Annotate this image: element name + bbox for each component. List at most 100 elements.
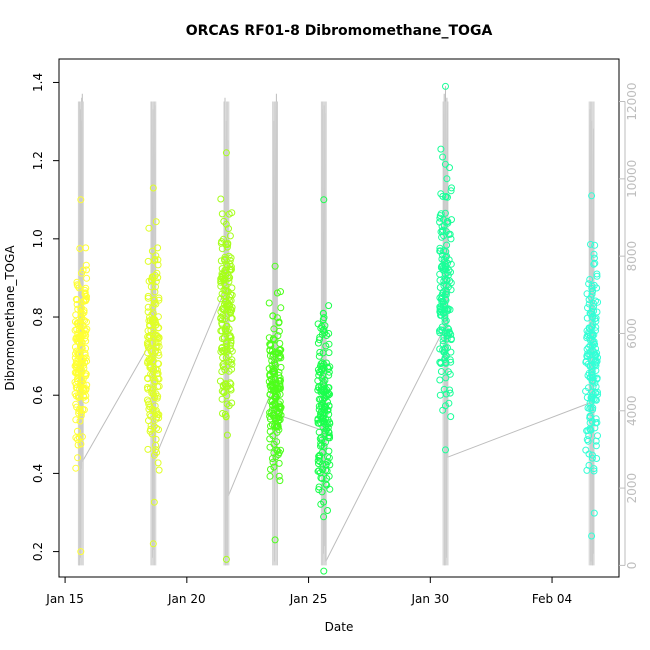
data-point-RF04 bbox=[268, 455, 276, 462]
data-point-RF01 bbox=[80, 309, 88, 317]
data-point-RF07 bbox=[587, 240, 594, 248]
data-point-RF07 bbox=[584, 360, 592, 368]
data-point-RF05 bbox=[318, 365, 326, 373]
data-point-RF03 bbox=[217, 195, 225, 203]
data-point-RF07 bbox=[584, 304, 591, 312]
data-point-RF07 bbox=[591, 396, 599, 404]
data-point-RF07 bbox=[590, 250, 598, 258]
left-tick-label: 1.2 bbox=[31, 151, 45, 170]
data-point-RF07 bbox=[590, 260, 598, 268]
data-point-RF07 bbox=[591, 241, 599, 249]
data-point-RF02 bbox=[151, 288, 159, 296]
data-point-RF01 bbox=[83, 266, 90, 274]
data-point-RF07 bbox=[590, 341, 598, 348]
data-point-RF06 bbox=[446, 389, 454, 397]
data-point-RF07 bbox=[593, 308, 601, 316]
data-point-RF01 bbox=[72, 400, 80, 408]
data-point-RF07 bbox=[590, 467, 598, 475]
data-point-RF03 bbox=[221, 282, 229, 290]
data-point-RF03 bbox=[221, 380, 229, 388]
data-point-RF04 bbox=[265, 334, 273, 342]
data-point-RF05 bbox=[319, 380, 327, 388]
data-point-RF04 bbox=[266, 382, 274, 390]
x-axis: Jan 15 Jan 20 Jan 25 Jan 30 Feb 04 bbox=[45, 576, 572, 606]
data-point-RF03 bbox=[222, 220, 230, 228]
data-point-RF04 bbox=[271, 370, 278, 378]
data-point-RF04 bbox=[266, 443, 274, 451]
data-point-RF01 bbox=[77, 440, 85, 448]
data-point-RF05 bbox=[321, 430, 329, 438]
data-point-RF02 bbox=[149, 274, 157, 282]
x-tick-label: Jan 20 bbox=[167, 592, 206, 606]
data-point-RF06 bbox=[442, 446, 449, 454]
data-point-RF03 bbox=[222, 149, 230, 157]
data-point-RF02 bbox=[150, 300, 158, 307]
data-point-RF05 bbox=[317, 419, 324, 427]
data-point-RF02 bbox=[146, 361, 154, 369]
data-point-RF01 bbox=[75, 409, 83, 417]
data-point-RF03 bbox=[221, 315, 229, 323]
data-point-RF03 bbox=[221, 346, 229, 354]
data-point-RF06 bbox=[437, 145, 445, 153]
data-point-RF02 bbox=[146, 427, 154, 435]
data-point-RF07 bbox=[585, 296, 593, 304]
data-point-RF06 bbox=[438, 262, 446, 270]
data-point-RF01 bbox=[72, 464, 80, 472]
data-point-RF01 bbox=[76, 382, 84, 390]
data-point-RF07 bbox=[589, 342, 597, 350]
data-point-RF01 bbox=[71, 354, 79, 362]
data-point-RF07 bbox=[588, 454, 596, 462]
data-point-RF06 bbox=[440, 385, 448, 393]
data-point-RF02 bbox=[151, 256, 159, 263]
data-point-RF04 bbox=[275, 413, 283, 421]
data-point-RF07 bbox=[586, 414, 594, 422]
data-point-RF05 bbox=[316, 348, 324, 356]
data-point-RF06 bbox=[446, 230, 454, 238]
left-tick-label: 0.4 bbox=[31, 464, 45, 483]
data-point-RF05 bbox=[320, 442, 328, 450]
data-point-RF07 bbox=[582, 387, 590, 395]
data-point-RF03 bbox=[222, 412, 230, 420]
data-point-RF04 bbox=[267, 342, 275, 350]
data-point-RF04 bbox=[275, 346, 283, 354]
data-point-RF05 bbox=[315, 336, 323, 344]
data-point-RF07 bbox=[586, 405, 594, 412]
data-point-RF02 bbox=[148, 247, 156, 255]
data-point-RF07 bbox=[591, 379, 599, 387]
data-point-RF05 bbox=[320, 513, 328, 521]
data-point-RF07 bbox=[592, 383, 600, 391]
data-point-RF07 bbox=[585, 432, 593, 440]
right-tick-label: 0 bbox=[625, 562, 639, 570]
data-point-RF02 bbox=[146, 322, 153, 330]
data-point-RF07 bbox=[588, 192, 596, 200]
points-layer bbox=[71, 82, 602, 575]
right-tick-label: 4000 bbox=[625, 396, 639, 427]
data-point-RF05 bbox=[317, 324, 325, 332]
data-point-RF06 bbox=[437, 210, 445, 218]
data-point-RF04 bbox=[275, 459, 283, 467]
data-point-RF04 bbox=[265, 299, 273, 307]
data-point-RF04 bbox=[274, 451, 282, 459]
data-point-RF01 bbox=[74, 454, 82, 462]
data-point-RF01 bbox=[79, 266, 87, 274]
data-point-RF01 bbox=[82, 392, 90, 400]
data-point-RF04 bbox=[267, 375, 275, 383]
data-point-RF06 bbox=[448, 216, 455, 224]
data-point-RF03 bbox=[217, 257, 225, 265]
data-point-RF07 bbox=[590, 465, 598, 473]
data-point-RF07 bbox=[592, 367, 600, 374]
data-point-RF03 bbox=[218, 245, 226, 253]
data-point-RF07 bbox=[586, 419, 594, 427]
data-point-RF03 bbox=[227, 305, 235, 313]
data-point-RF02 bbox=[154, 411, 162, 418]
data-point-RF06 bbox=[438, 294, 446, 302]
right-tick-label: 8000 bbox=[625, 241, 639, 272]
data-point-RF01 bbox=[77, 196, 85, 204]
data-point-RF05 bbox=[315, 460, 322, 468]
data-point-RF07 bbox=[583, 352, 591, 360]
data-point-RF02 bbox=[148, 405, 156, 413]
data-point-RF02 bbox=[144, 398, 152, 406]
data-point-RF03 bbox=[218, 265, 226, 273]
data-point-RF02 bbox=[147, 384, 154, 392]
